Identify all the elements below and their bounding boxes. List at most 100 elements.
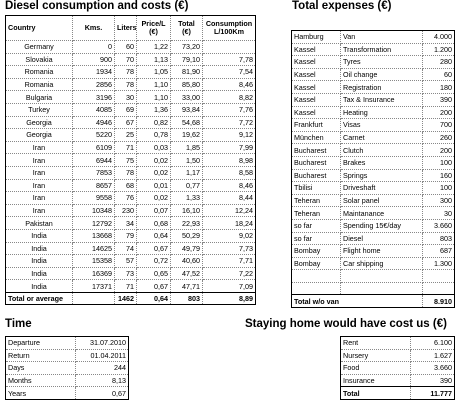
table-cell: Teheran (291, 206, 341, 220)
table-row: Tbilisi Driveshaft 100 (291, 181, 455, 195)
table-row: India 15358 57 0,72 40,60 7,71 (5, 254, 256, 268)
table-cell: Teheran (291, 193, 341, 208)
table-cell: 900 (72, 52, 115, 67)
table-row: India 14625 74 0,67 49,79 7,73 (5, 241, 256, 256)
table-cell: 280 (422, 55, 455, 69)
table-cell: 69 (114, 102, 137, 117)
table-cell: 9,02 (202, 228, 256, 243)
table-cell: Carnet (340, 130, 423, 145)
table-cell: Iran (5, 165, 73, 180)
empty-cell (340, 269, 423, 283)
total-cell: 803 (170, 291, 203, 306)
table-cell: 230 (114, 203, 137, 218)
table-cell: 160 (422, 168, 455, 183)
table-cell: 4085 (72, 102, 115, 117)
table-cell: Months (5, 373, 76, 388)
table-cell: 7,54 (202, 65, 256, 79)
total-cell: Total w/o van (291, 294, 423, 309)
table-cell: 47,52 (170, 266, 203, 281)
table-cell: 30 (114, 90, 137, 104)
table-cell: 1,13 (136, 52, 171, 67)
table-cell: Kassel (291, 67, 341, 82)
table-cell: Bucharest (291, 155, 341, 170)
table-cell: Diesel (340, 231, 423, 246)
table-cell: Iran (5, 140, 73, 155)
table-row: Return 01.04.2011 (5, 348, 129, 363)
table-row: Kassel Transformation 1.200 (291, 42, 455, 57)
table-cell: Kassel (291, 105, 341, 120)
table-cell: Heating (340, 105, 423, 120)
column-header: Kms. (72, 15, 115, 41)
table-cell: India (5, 254, 73, 268)
column-header: Country (5, 15, 73, 41)
table-cell: Kassel (291, 80, 341, 94)
table-row: Kassel Tyres 280 (291, 55, 455, 69)
table-cell: 1,22 (136, 40, 171, 54)
table-row: Bucharest Brakes 100 (291, 155, 455, 170)
diesel-table: Country Kms. Liters Price/L (€) Total (€) Con… (5, 15, 256, 306)
table-cell: Tax & Insurance (340, 92, 423, 107)
table-cell: Food (340, 361, 411, 375)
table-cell: 73,20 (170, 40, 203, 54)
table-cell: India (5, 266, 73, 281)
table-row: so far Spending 15€/day 3.660 (291, 218, 455, 233)
total-cell: 8,89 (202, 291, 256, 306)
empty-cell (422, 269, 455, 283)
table-cell: 1,10 (136, 90, 171, 104)
table-cell: 79,10 (170, 52, 203, 67)
table-cell: 18,24 (202, 216, 256, 230)
table-cell: Insurance (340, 373, 411, 388)
table-cell: Romania (5, 65, 73, 79)
table-cell: 1,10 (136, 77, 171, 92)
time-title: Time (5, 318, 32, 330)
table-cell: 8,82 (202, 90, 256, 104)
table-cell: 1.200 (422, 42, 455, 57)
table-cell: 25 (114, 128, 137, 142)
table-cell: Bombay (291, 244, 341, 258)
table-cell: 1.627 (410, 348, 455, 363)
table-cell: India (5, 241, 73, 256)
table-cell: 13668 (72, 228, 115, 243)
table-cell: 74 (114, 241, 137, 256)
table-cell: 6109 (72, 140, 115, 155)
table-cell: 3.660 (422, 218, 455, 233)
table-row: Iran 10348 230 0,07 16,10 12,24 (5, 203, 256, 218)
table-row: Kassel Tax & Insurance 390 (291, 92, 455, 107)
empty-cell (291, 281, 341, 296)
table-cell: 390 (422, 92, 455, 107)
table-cell: Bombay (291, 256, 341, 271)
table-cell: 22,93 (170, 216, 203, 230)
time-table: Departure 31.07.2010 Return 01.04.2011 Days 2… (5, 336, 129, 400)
table-row (291, 281, 455, 296)
table-cell: Georgia (5, 115, 73, 130)
table-row: Bulgaria 3196 30 1,10 33,00 8,82 (5, 90, 256, 104)
table-row: Georgia 4946 67 0,82 54,68 7,72 (5, 115, 256, 130)
table-row: Bucharest Clutch 200 (291, 143, 455, 157)
table-cell: Registration (340, 80, 423, 94)
table-cell: 0,02 (136, 153, 171, 167)
table-cell: 1,85 (170, 140, 203, 155)
expenses-table: Hamburg Van 4.000 Kassel Transformation 1.200… (291, 30, 455, 309)
table-cell: 0,01 (136, 178, 171, 193)
empty-cell (422, 281, 455, 296)
table-cell: Iran (5, 178, 73, 193)
table-cell: 0,67 (136, 241, 171, 256)
table-cell: 260 (422, 130, 455, 145)
table-row: Teheran Maintanance 30 (291, 206, 455, 220)
table-cell: India (5, 228, 73, 243)
total-cell: 0,64 (136, 291, 171, 306)
table-cell: Pakistan (5, 216, 73, 230)
table-cell: 14625 (72, 241, 115, 256)
table-cell: 1,33 (170, 191, 203, 205)
total-cell: 8.910 (422, 294, 455, 309)
table-row: München Carnet 260 (291, 130, 455, 145)
table-row: Departure 31.07.2010 (5, 336, 129, 350)
table-cell: Car shipping (340, 256, 423, 271)
table-cell: 85,80 (170, 77, 203, 92)
table-cell: Kassel (291, 42, 341, 57)
table-row: so far Diesel 803 (291, 231, 455, 246)
table-cell: 300 (422, 193, 455, 208)
table-cell: Springs (340, 168, 423, 183)
table-cell: 16369 (72, 266, 115, 281)
